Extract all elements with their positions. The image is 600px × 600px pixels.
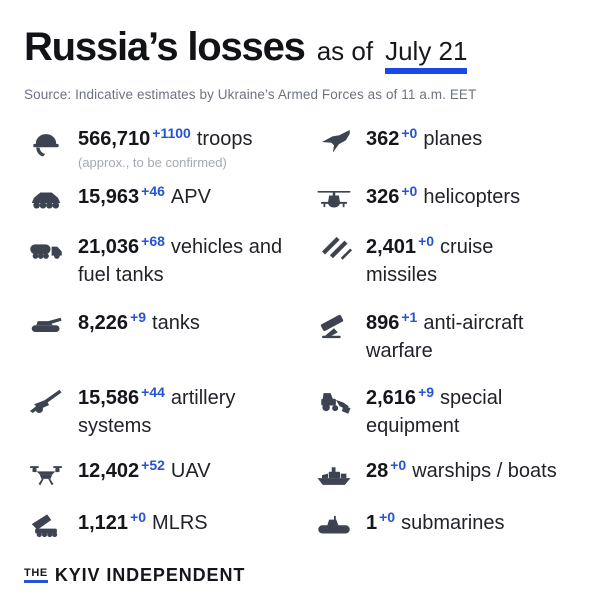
stat-delta: +68 <box>141 233 165 249</box>
stat-item-troops: 566,710 +1100 troops (approx., to be confi… <box>24 125 312 184</box>
stat-value: 2,401 <box>366 236 417 258</box>
stat-label: warships / boats <box>412 460 557 482</box>
stat-label: submarines <box>401 512 505 534</box>
stat-value: 896 <box>366 312 400 334</box>
stat-label: troops <box>196 128 253 150</box>
publisher-logo: THE KYIV INDEPENDENT <box>24 566 245 584</box>
stat-label: special equipment <box>366 387 503 437</box>
helicopter-icon <box>312 185 356 215</box>
stat-item-warships: 28 +0 warships / boats <box>312 457 576 510</box>
stat-value: 15,963 <box>78 186 140 208</box>
tank-icon <box>24 311 68 341</box>
stat-value: 326 <box>366 186 400 208</box>
anti-aircraft-icon <box>312 311 356 341</box>
stat-label: APV <box>170 186 211 208</box>
stat-value: 12,402 <box>78 460 140 482</box>
stat-label: artillery systems <box>78 387 236 437</box>
stat-value: 1,121 <box>78 512 129 534</box>
stats-grid: 566,710 +1100 troops (approx., to be confi… <box>24 125 576 550</box>
stat-delta: +0 <box>418 233 435 249</box>
stat-value: 28 <box>366 460 389 482</box>
stat-delta: +44 <box>141 384 165 400</box>
stat-delta: +0 <box>379 509 396 525</box>
uav-icon <box>24 459 68 489</box>
stat-delta: +0 <box>401 183 418 199</box>
submarine-icon <box>312 511 356 541</box>
stat-label: UAV <box>170 460 211 482</box>
stat-item-tanks: 8,226 +9 tanks <box>24 309 312 385</box>
stat-label: anti-aircraft warfare <box>366 312 524 362</box>
stat-value: 15,586 <box>78 387 140 409</box>
artillery-icon <box>24 386 68 416</box>
stat-item-special-equipment: 2,616 +9 special equipment <box>312 384 576 458</box>
stat-delta: +0 <box>390 457 407 473</box>
stat-delta: +0 <box>401 125 418 141</box>
stat-value: 2,616 <box>366 387 417 409</box>
stat-delta: +1100 <box>152 125 191 141</box>
stat-item-anti-aircraft: 896 +1 anti-aircraft warfare <box>312 309 576 385</box>
stat-delta: +9 <box>130 309 147 325</box>
missiles-icon <box>312 235 356 265</box>
stat-value: 8,226 <box>78 312 129 334</box>
logo-the: THE <box>24 567 48 583</box>
stat-item-cruise-missiles: 2,401 +0 cruise missiles <box>312 233 576 310</box>
stat-delta: +1 <box>401 309 418 325</box>
stat-value: 566,710 <box>78 128 151 150</box>
stat-delta: +0 <box>130 509 147 525</box>
stat-item-vehicles: 21,036 +68 vehicles and fuel tanks <box>24 233 312 310</box>
stat-value: 362 <box>366 128 400 150</box>
jet-icon <box>312 127 356 157</box>
stat-item-artillery: 15,586 +44 artillery systems <box>24 384 312 458</box>
stat-label: helicopters <box>423 186 521 208</box>
stat-item-helicopters: 326 +0 helicopters <box>312 183 576 234</box>
stat-delta: +46 <box>141 183 165 199</box>
header: Russia’s losses as of July 21 <box>24 26 576 74</box>
stat-label: vehicles and fuel tanks <box>78 236 283 286</box>
stat-note: (approx., to be confirmed) <box>78 155 227 170</box>
mlrs-icon <box>24 511 68 541</box>
stat-label: tanks <box>152 312 200 334</box>
fuel-truck-icon <box>24 235 68 265</box>
stat-value: 21,036 <box>78 236 140 258</box>
stat-label: MLRS <box>152 512 208 534</box>
stat-delta: +9 <box>418 384 435 400</box>
as-of-text: as of <box>316 36 374 66</box>
source-line: Source: Indicative estimates by Ukraine’… <box>24 87 477 102</box>
apv-icon <box>24 185 68 215</box>
helmet-icon <box>24 127 68 157</box>
stat-item-apv: 15,963 +46 APV <box>24 183 312 234</box>
page-title: Russia’s losses <box>24 25 306 69</box>
stat-label: cruise missiles <box>366 236 494 286</box>
stat-value: 1 <box>366 512 378 534</box>
warship-icon <box>312 459 356 489</box>
stat-delta: +52 <box>141 457 165 473</box>
loader-icon <box>312 386 356 416</box>
logo-brand: KYIV INDEPENDENT <box>54 565 246 585</box>
date-highlighted: July 21 <box>385 36 468 74</box>
stat-item-planes: 362 +0 planes <box>312 125 576 184</box>
stat-item-submarines: 1 +0 submarines <box>312 509 576 550</box>
stat-item-mlrs: 1,121 +0 MLRS <box>24 509 312 550</box>
stat-item-uav: 12,402 +52 UAV <box>24 457 312 510</box>
stat-label: planes <box>423 128 483 150</box>
